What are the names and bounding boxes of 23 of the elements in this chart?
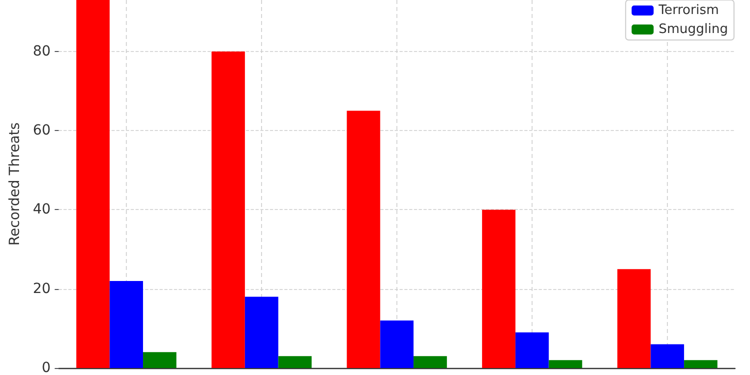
bar: [515, 332, 549, 368]
bar: [110, 280, 144, 368]
bar: [380, 320, 414, 368]
bar: [617, 269, 651, 368]
bar: [244, 296, 278, 368]
y-tick-label: 20: [32, 280, 51, 297]
bar: [548, 360, 582, 368]
bar: [684, 360, 718, 368]
bar: [414, 356, 447, 368]
bar: [76, 0, 110, 368]
bar: [143, 352, 176, 368]
y-tick-label: 60: [32, 122, 51, 139]
y-tick-label: 0: [42, 360, 51, 375]
bar: [346, 110, 380, 368]
legend-label: Terrorism: [658, 3, 719, 18]
bar: [212, 51, 245, 368]
bar: [278, 356, 312, 368]
bar: [650, 344, 684, 368]
legend-label: Smuggling: [658, 22, 728, 37]
bar: [482, 210, 516, 368]
y-tick-label: 40: [32, 202, 51, 218]
y-tick-label: 80: [32, 43, 51, 60]
y-axis-title: Recorded Threats: [7, 122, 23, 246]
